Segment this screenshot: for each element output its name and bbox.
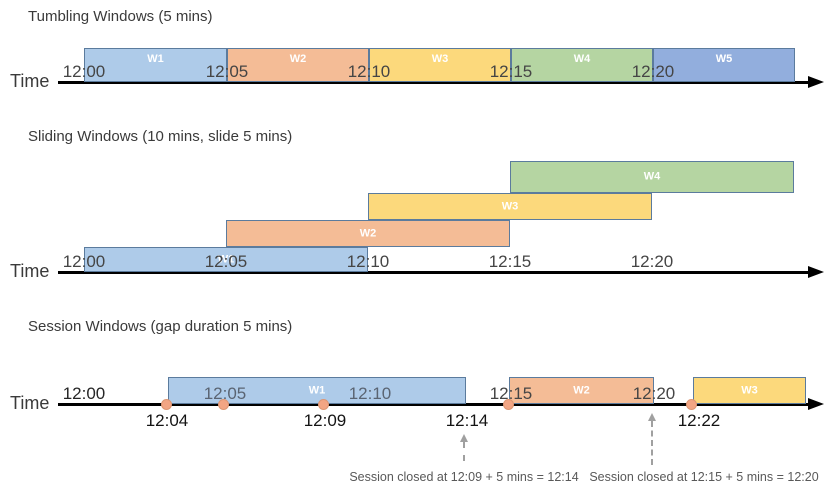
tumbling-time-axis-label: Time (10, 71, 50, 91)
sliding-section-title: Sliding Windows (10 mins, slide 5 mins) (28, 128, 293, 145)
dashed-arrow-up-icon (648, 413, 656, 421)
window-label: W1 (147, 53, 164, 65)
session-section-title: Session Windows (gap duration 5 mins) (28, 318, 293, 335)
dashed-arrow-up-icon (460, 434, 468, 442)
event-time-1222: 12:22 (677, 411, 721, 430)
session-time-axis (58, 403, 812, 406)
event-dot (218, 399, 229, 410)
sliding-window-w3: W3 (368, 193, 652, 220)
session-time-axis-label: Time (10, 393, 50, 413)
event-dot (686, 399, 697, 410)
session-tick-1205: 12:05 (203, 384, 247, 403)
sliding-window-w1: W1 (84, 247, 368, 272)
dashed-arrow-line (463, 442, 465, 461)
session-tick-1220: 12:20 (632, 384, 676, 403)
window-label: W3 (431, 53, 449, 65)
tumbling-section-title: Tumbling Windows (5 mins) (28, 8, 213, 25)
tumbling-time-axis (58, 81, 812, 84)
sliding-window-w2: W2 (226, 220, 510, 247)
window-label: W2 (359, 226, 377, 239)
tumbling-axis-arrowhead-icon (808, 76, 824, 88)
sliding-tick-1210: 12:10 (346, 252, 390, 271)
tumbling-window-w1: W1 (84, 48, 227, 82)
tumbling-tick-1210: 12:10 (347, 62, 391, 81)
session-tick-1210: 12:10 (348, 384, 392, 403)
tumbling-window-w3: W3 (369, 48, 511, 82)
event-dot (503, 399, 514, 410)
tumbling-tick-1215: 12:15 (489, 62, 533, 81)
tumbling-window-w4: W4 (511, 48, 653, 82)
tumbling-tick-1200: 12:00 (62, 62, 106, 81)
window-label: W5 (715, 53, 733, 65)
window-label: W3 (741, 383, 758, 396)
sliding-axis-arrowhead-icon (808, 266, 824, 278)
event-dot (161, 399, 172, 410)
window-label: W1 (308, 383, 326, 396)
window-label: W2 (289, 53, 307, 65)
tumbling-tick-1205: 12:05 (205, 62, 249, 81)
sliding-window-w4: W4 (510, 161, 794, 193)
event-time-1214: 12:14 (445, 411, 489, 430)
session-tick-1200: 12:00 (62, 384, 106, 403)
sliding-tick-1220: 12:20 (630, 252, 674, 271)
tumbling-window-w5: W5 (653, 48, 795, 82)
tumbling-window-w2: W2 (227, 48, 369, 82)
window-label: W1 (217, 252, 235, 265)
session-axis-arrowhead-icon (808, 398, 824, 410)
sliding-time-axis (58, 271, 812, 274)
window-label: W2 (573, 383, 590, 396)
event-dot (318, 399, 329, 410)
session-window-w2: W2 (509, 377, 654, 404)
session-window-w3: W3 (693, 377, 806, 404)
sliding-tick-1200: 12:00 (62, 252, 106, 271)
session-closed-annotation-1: Session closed at 12:09 + 5 mins = 12:14 (349, 470, 579, 484)
dashed-arrow-line (651, 421, 653, 465)
sliding-tick-1205: 12:05 (204, 252, 248, 271)
window-label: W3 (501, 199, 519, 212)
window-label: W4 (573, 53, 591, 65)
session-window-w1: W1 (168, 377, 466, 404)
session-tick-1215: 12:15 (489, 384, 533, 403)
window-label: W4 (643, 170, 661, 183)
session-closed-annotation-2: Session closed at 12:15 + 5 mins = 12:20 (589, 470, 819, 484)
sliding-tick-1215: 12:15 (488, 252, 532, 271)
tumbling-tick-1220: 12:20 (631, 62, 675, 81)
event-time-1204: 12:04 (145, 411, 189, 430)
sliding-time-axis-label: Time (10, 261, 50, 281)
event-time-1209: 12:09 (303, 411, 347, 430)
